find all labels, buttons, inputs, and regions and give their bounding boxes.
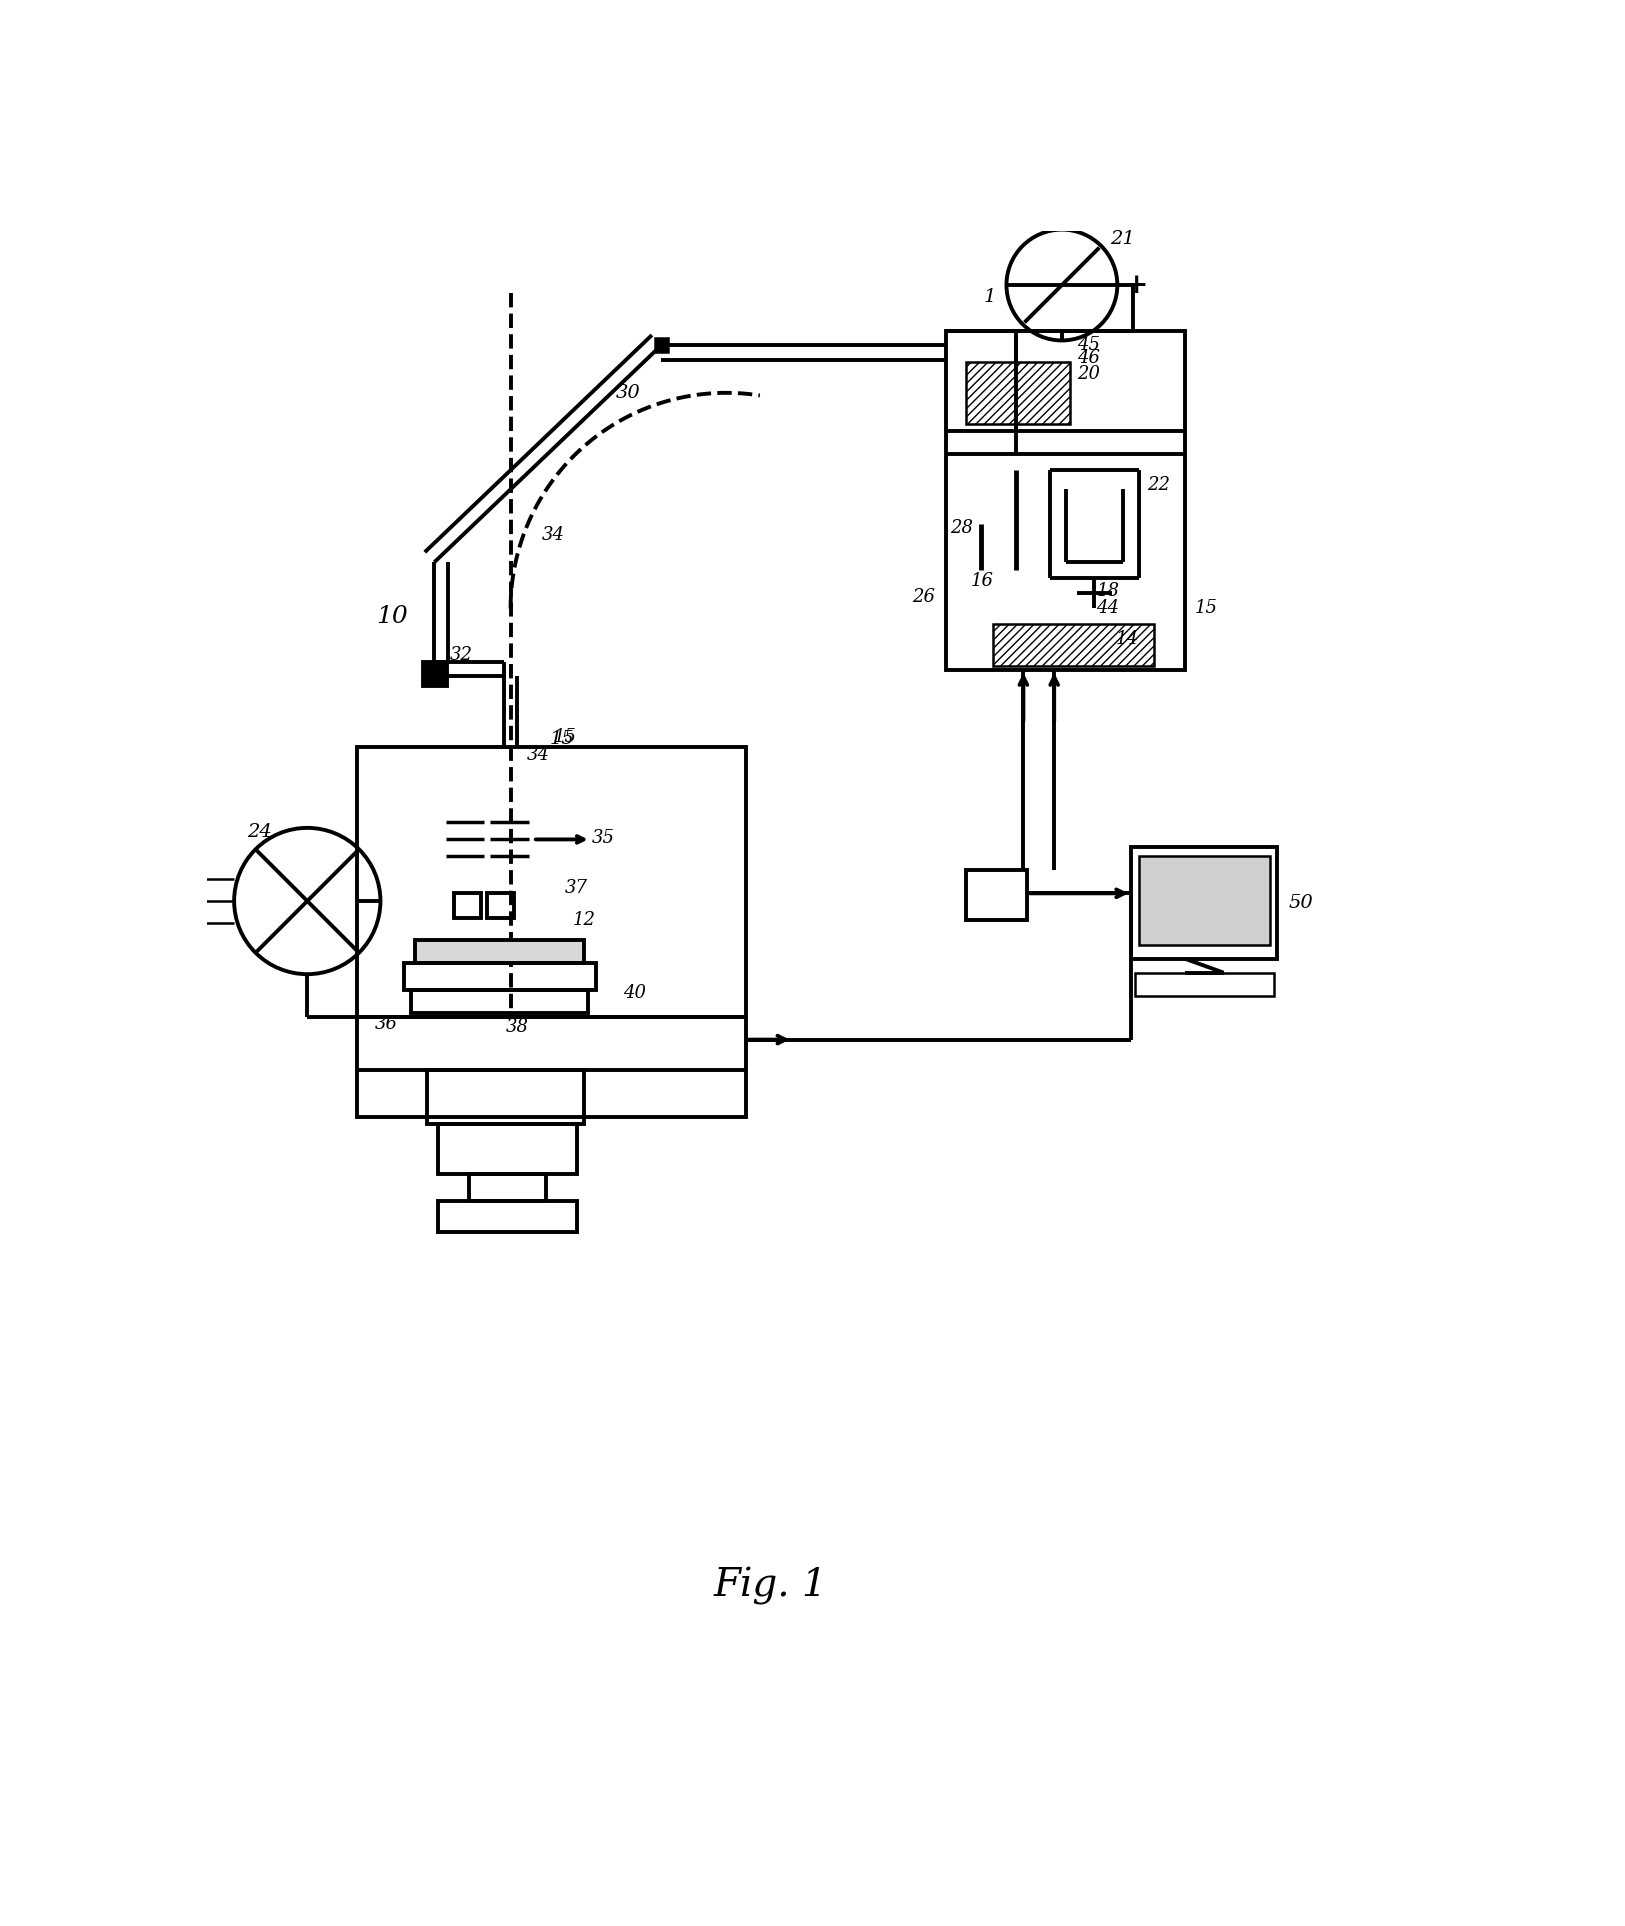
Bar bbox=[427, 1071, 585, 1125]
Bar bbox=[358, 747, 746, 1017]
Bar bbox=[488, 894, 514, 919]
Bar bbox=[1134, 973, 1274, 996]
Bar bbox=[946, 331, 1185, 670]
Text: 16: 16 bbox=[972, 572, 994, 591]
Text: 34: 34 bbox=[526, 745, 549, 765]
Text: 34: 34 bbox=[543, 526, 565, 545]
Text: 26: 26 bbox=[912, 587, 934, 607]
Bar bbox=[422, 663, 445, 686]
Text: 50: 50 bbox=[1289, 894, 1313, 911]
Text: 32: 32 bbox=[450, 645, 473, 664]
Text: 28: 28 bbox=[951, 518, 973, 537]
Text: 12: 12 bbox=[574, 911, 596, 928]
Text: 44: 44 bbox=[1097, 599, 1120, 618]
Bar bbox=[358, 1017, 746, 1117]
Text: 24: 24 bbox=[247, 822, 271, 842]
Text: 45: 45 bbox=[1077, 335, 1100, 354]
Bar bbox=[470, 1175, 546, 1202]
Text: 22: 22 bbox=[1147, 476, 1170, 495]
Text: 15: 15 bbox=[549, 730, 575, 749]
Text: 21: 21 bbox=[1110, 229, 1134, 248]
Bar bbox=[965, 362, 1069, 424]
Text: 18: 18 bbox=[1097, 582, 1120, 601]
Text: Fig. 1: Fig. 1 bbox=[713, 1568, 827, 1604]
Text: 37: 37 bbox=[566, 878, 588, 898]
Text: 10: 10 bbox=[377, 605, 408, 628]
Text: 36: 36 bbox=[375, 1015, 398, 1032]
Text: +: + bbox=[1124, 272, 1149, 299]
Text: 20: 20 bbox=[1077, 364, 1100, 383]
Text: 30: 30 bbox=[616, 383, 640, 403]
Bar bbox=[1139, 857, 1269, 946]
Bar bbox=[403, 963, 596, 990]
Bar bbox=[414, 940, 585, 963]
Bar bbox=[439, 1125, 577, 1175]
Text: 46: 46 bbox=[1077, 349, 1100, 368]
Bar bbox=[453, 894, 481, 919]
Text: 38: 38 bbox=[505, 1017, 530, 1036]
Text: 14: 14 bbox=[1116, 630, 1139, 649]
Text: 40: 40 bbox=[622, 984, 647, 1002]
Text: 1: 1 bbox=[983, 287, 996, 306]
Bar bbox=[655, 339, 668, 352]
Bar bbox=[411, 990, 588, 1013]
Bar bbox=[993, 624, 1154, 666]
Bar bbox=[965, 871, 1027, 921]
Text: 15: 15 bbox=[1194, 599, 1219, 618]
Bar bbox=[439, 1202, 577, 1233]
Bar bbox=[1131, 847, 1277, 959]
Text: 35: 35 bbox=[592, 828, 616, 847]
Text: 15: 15 bbox=[554, 728, 577, 745]
